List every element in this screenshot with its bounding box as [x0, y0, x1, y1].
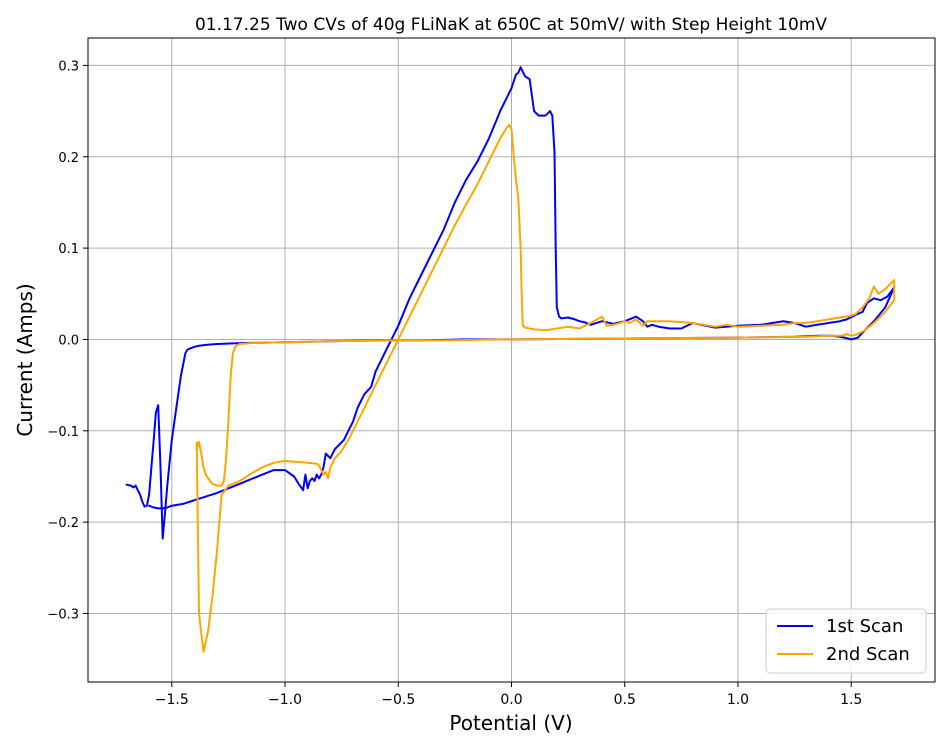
x-tick-label: −1.0: [268, 692, 302, 708]
x-tick-label: −0.5: [381, 692, 415, 708]
legend-label-2nd-scan: 2nd Scan: [826, 644, 910, 665]
y-tick-label: −0.2: [47, 516, 79, 531]
x-tick-label: 0.5: [614, 692, 636, 708]
x-tick-label: 1.5: [840, 692, 862, 708]
series-line-1st-scan: [125, 66, 896, 540]
x-axis-label: Potential (V): [449, 711, 572, 735]
y-tick-label: 0.0: [58, 333, 79, 348]
x-tick-label: 1.0: [727, 692, 749, 708]
y-tick-label: 0.1: [58, 242, 79, 257]
legend: 1st Scan 2nd Scan: [765, 608, 927, 674]
ticks: −1.5 −1.0 −0.5 0.0 0.5 1.0 1.5 −0.3 −0.2 −0.1 0.0 0…: [47, 59, 862, 708]
y-tick-label: −0.3: [47, 607, 79, 622]
x-tick-label: 0.0: [500, 692, 522, 708]
y-tick-label: −0.1: [47, 425, 79, 440]
chart-title: 01.17.25 Two CVs of 40g FLiNaK at 650C a…: [195, 15, 827, 35]
legend-label-1st-scan: 1st Scan: [826, 616, 903, 637]
x-tick-label: −1.5: [155, 692, 189, 708]
series-line-2nd-scan: [195, 123, 896, 653]
y-tick-label: 0.3: [58, 59, 79, 74]
series-layer: [125, 66, 896, 653]
y-tick-label: 0.2: [58, 151, 79, 166]
y-axis-label: Current (Amps): [13, 283, 37, 436]
